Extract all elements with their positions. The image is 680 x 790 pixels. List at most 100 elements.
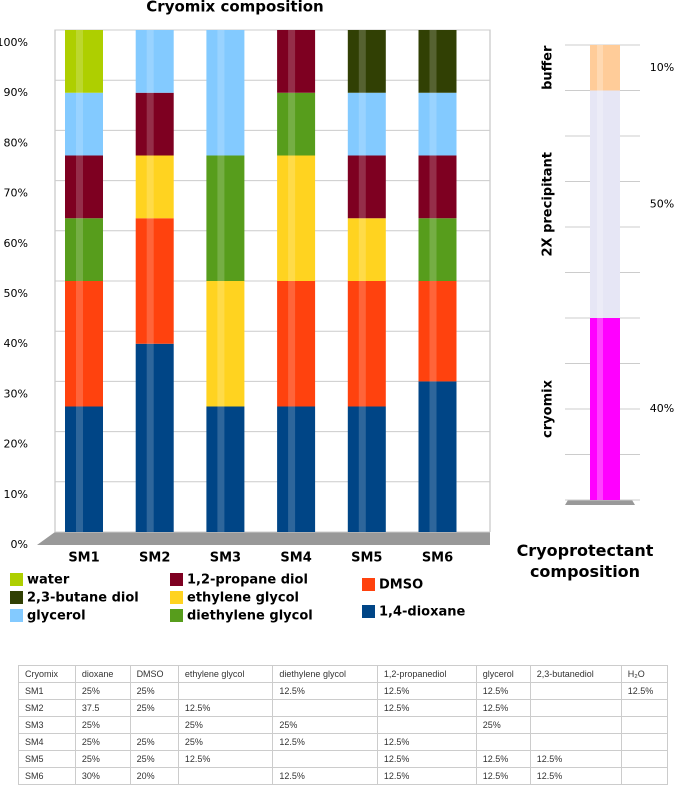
floor <box>37 532 490 545</box>
bar-segment <box>65 406 103 532</box>
bar-segment <box>418 92 457 156</box>
floor <box>565 500 635 505</box>
y-tick-label: 40% <box>4 337 28 350</box>
cell: 12.5% <box>272 682 378 700</box>
legend-swatch <box>362 578 375 591</box>
table-header-row: Cryomix dioxane DMSO ethylene glycol diethyl… <box>18 665 669 683</box>
legend-swatch <box>362 605 375 618</box>
cell: 25% <box>74 733 131 751</box>
bar-segment <box>347 30 386 93</box>
bar-highlight <box>429 30 437 532</box>
legend-label: DMSO <box>379 578 423 593</box>
empty-cell <box>529 716 622 734</box>
empty-cell <box>620 699 669 717</box>
cell: 12.5% <box>177 750 274 768</box>
cell: 12.5% <box>475 767 531 785</box>
cell: 12.5% <box>272 733 378 751</box>
empty-cell <box>272 699 378 717</box>
bar-segment <box>135 343 174 532</box>
value-label: 40% <box>650 402 674 415</box>
cell: 12.5% <box>620 682 669 700</box>
bar-highlight <box>358 30 366 532</box>
bar-segment <box>590 45 620 91</box>
x-tick-label: SM1 <box>68 551 99 566</box>
bar-segment <box>65 218 103 281</box>
bar-highlight <box>288 30 296 532</box>
cell: SM4 <box>18 733 76 751</box>
header-cell: diethylene glycol <box>272 665 378 683</box>
header-cell: Cryomix <box>18 665 76 683</box>
bar-segment <box>65 155 103 219</box>
cell: 12.5% <box>475 750 531 768</box>
bar-segment <box>418 155 457 219</box>
legend-label: 2,3-butane diol <box>27 591 139 606</box>
cell: 12.5% <box>529 767 622 785</box>
legend-swatch <box>170 609 183 622</box>
empty-cell <box>529 682 622 700</box>
cell: 12.5% <box>272 767 378 785</box>
cell: 12.5% <box>376 733 477 751</box>
charts: Cryomix composition 0% 10% 20% 30% 40% 50% 60%… <box>0 0 674 624</box>
legend-swatch <box>170 591 183 604</box>
bar-segment <box>277 30 316 93</box>
legend-label: glycerol <box>27 609 86 624</box>
legend-swatch <box>10 591 23 604</box>
cell: 25% <box>74 750 131 768</box>
value-label: 10% <box>650 61 674 74</box>
empty-cell <box>177 767 274 785</box>
bar-segment <box>590 318 620 500</box>
bar-segment <box>277 406 316 532</box>
empty-cell <box>529 733 622 751</box>
chart-title: Cryomix composition <box>146 0 323 16</box>
y-tick-label: 100% <box>0 36 28 49</box>
cell: 25% <box>129 682 179 700</box>
category-label: buffer <box>541 45 556 90</box>
x-tick-label: SM3 <box>210 551 241 566</box>
value-label: 50% <box>650 197 674 210</box>
table-row: SM2 37.5 25% 12.5% 12.5% 12.5% <box>18 699 669 717</box>
bar-segment <box>65 281 103 407</box>
bar-highlight <box>217 30 225 532</box>
cell: 25% <box>129 750 179 768</box>
empty-cell <box>475 733 531 751</box>
cell: 25% <box>177 733 274 751</box>
legend-swatch <box>10 573 23 586</box>
y-tick-label: 30% <box>4 387 28 400</box>
bar-highlight <box>597 45 603 500</box>
cell: 12.5% <box>529 750 622 768</box>
y-tick-label: 20% <box>4 438 28 451</box>
cell: 25% <box>74 682 131 700</box>
header-cell: ethylene glycol <box>177 665 274 683</box>
bar-segment <box>206 281 245 407</box>
bar-segment <box>277 281 316 407</box>
bar-segment <box>277 92 316 156</box>
cell: 12.5% <box>376 682 477 700</box>
bar-segment <box>347 281 386 407</box>
cell: 25% <box>74 716 131 734</box>
y-tick-label: 0% <box>11 538 28 551</box>
cell: 12.5% <box>177 699 274 717</box>
cell: SM1 <box>18 682 76 700</box>
bar-segment <box>277 155 316 281</box>
chart-title: Cryoprotectant composition <box>516 541 654 581</box>
cell: SM5 <box>18 750 76 768</box>
bar-segment <box>65 92 103 156</box>
empty-cell <box>620 733 669 751</box>
empty-cell <box>620 767 669 785</box>
empty-cell <box>376 716 477 734</box>
table-row: SM1 25% 25% 12.5% 12.5% 12.5% 12.5% <box>18 682 669 700</box>
table-row: SM4 25% 25% 25% 12.5% 12.5% <box>18 733 669 751</box>
y-tick-label: 60% <box>4 237 28 250</box>
table-row: SM6 30% 20% 12.5% 12.5% 12.5% 12.5% <box>18 767 669 785</box>
y-tick-label: 50% <box>4 287 28 300</box>
bar-segment <box>206 30 245 156</box>
empty-cell <box>129 716 179 734</box>
cell: 20% <box>129 767 179 785</box>
category-label: cryomix <box>541 379 556 438</box>
header-cell: dioxane <box>74 665 131 683</box>
bar-segment <box>347 92 386 156</box>
legend-label: diethylene glycol <box>187 609 313 624</box>
bar-segment <box>135 92 174 156</box>
bar-segment <box>347 218 386 281</box>
